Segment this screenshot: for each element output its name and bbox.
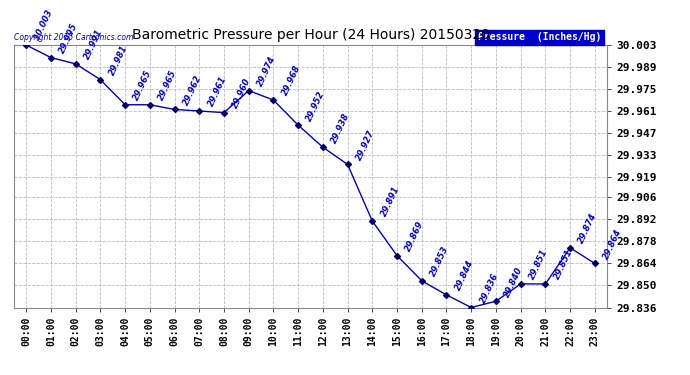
Text: 29.844: 29.844 [453,259,475,292]
Text: 29.952: 29.952 [305,89,327,122]
Text: 29.927: 29.927 [355,128,377,162]
Text: 29.965: 29.965 [132,69,154,102]
Text: 30.003: 30.003 [33,9,55,42]
Text: 29.968: 29.968 [280,64,302,97]
Text: Copyright 2015 Cartronics.com: Copyright 2015 Cartronics.com [14,33,133,42]
Text: 29.938: 29.938 [330,111,352,144]
Text: 29.874: 29.874 [577,212,599,245]
Text: 29.851: 29.851 [552,248,574,281]
Text: 29.864: 29.864 [602,228,624,261]
Text: 29.995: 29.995 [58,21,80,55]
Text: 29.836: 29.836 [478,272,500,305]
Text: 29.851: 29.851 [528,248,549,281]
Text: 29.853: 29.853 [428,245,451,278]
Text: 29.962: 29.962 [181,74,204,106]
Text: 29.965: 29.965 [157,69,179,102]
Text: 29.840: 29.840 [503,265,525,298]
Text: 29.869: 29.869 [404,220,426,253]
Text: 29.960: 29.960 [231,76,253,110]
Text: 29.991: 29.991 [83,28,104,61]
Text: 29.981: 29.981 [107,44,129,77]
Text: 29.961: 29.961 [206,75,228,108]
Text: 29.974: 29.974 [255,54,277,88]
Text: Pressure  (Inches/Hg): Pressure (Inches/Hg) [478,32,601,42]
Text: 29.891: 29.891 [380,185,401,218]
Title: Barometric Pressure per Hour (24 Hours) 20150320: Barometric Pressure per Hour (24 Hours) … [132,28,489,42]
